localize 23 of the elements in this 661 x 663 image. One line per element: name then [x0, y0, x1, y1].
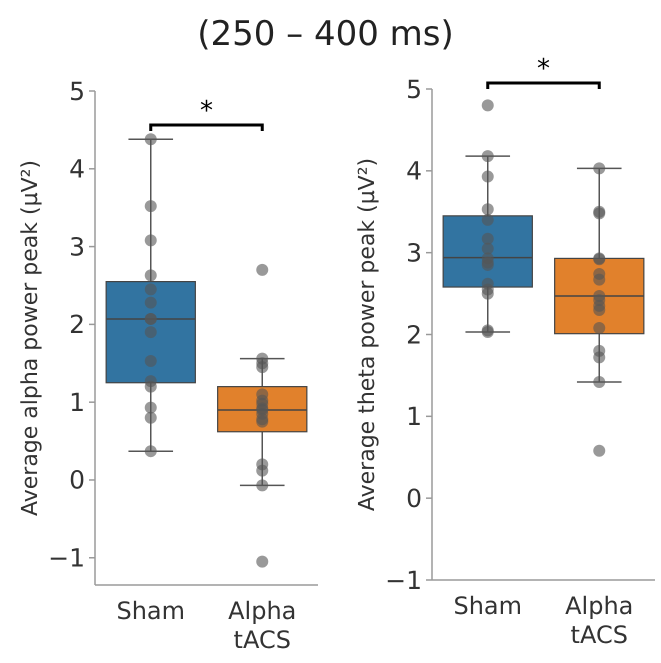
y-tick-label: −1 — [48, 544, 85, 573]
y-tick-label: 4 — [69, 154, 85, 184]
y-tick-label: 5 — [406, 74, 422, 104]
y-tick-label: 3 — [69, 232, 85, 262]
y-axis-title: Average alpha power peak (μV²) — [18, 160, 43, 516]
text: * — [537, 54, 550, 84]
y-axis-title: Average theta power peak (μV²) — [355, 158, 380, 512]
y-tick-label: 2 — [69, 310, 85, 340]
y-tick-label: 5 — [69, 76, 85, 106]
y-tick-label: 0 — [69, 466, 85, 495]
x-tick-label: Sham — [116, 597, 186, 625]
y-tick-label: −1 — [385, 566, 422, 595]
x-tick-label: Sham — [453, 592, 522, 620]
chart-title: (250 – 400 ms) — [197, 14, 454, 54]
y-tick-label: 3 — [406, 238, 422, 268]
y-tick-label: 1 — [69, 388, 85, 417]
y-tick-label: 2 — [406, 320, 422, 350]
x-tick-label: Alpha tACS — [565, 592, 634, 649]
y-tick-label: 1 — [406, 402, 422, 432]
annotation: * — [200, 96, 213, 126]
x-tick-label: Alpha tACS — [228, 597, 296, 654]
y-tick-label: 0 — [406, 484, 422, 513]
y-tick-label: 4 — [406, 156, 422, 186]
